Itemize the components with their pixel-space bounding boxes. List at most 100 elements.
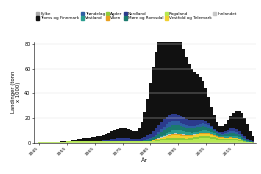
Bar <box>216 132 218 133</box>
Bar <box>243 136 246 138</box>
Bar <box>191 136 193 138</box>
Bar <box>241 141 243 143</box>
Bar <box>121 128 124 138</box>
Bar <box>127 129 130 138</box>
Bar <box>93 141 96 143</box>
Bar <box>210 106 213 126</box>
Bar <box>55 142 57 143</box>
Bar <box>213 136 216 137</box>
Bar <box>182 136 185 138</box>
Bar <box>157 141 160 143</box>
Bar <box>199 134 202 136</box>
Bar <box>221 135 224 136</box>
Bar <box>52 142 55 143</box>
Bar <box>177 121 180 125</box>
Bar <box>218 126 221 132</box>
Bar <box>238 111 241 131</box>
Bar <box>188 135 191 136</box>
Bar <box>232 113 235 128</box>
Bar <box>229 136 232 137</box>
Bar <box>149 133 152 138</box>
Bar <box>216 136 218 137</box>
Bar <box>235 129 238 132</box>
Bar <box>207 97 210 123</box>
Bar <box>166 140 168 143</box>
Bar <box>249 140 252 141</box>
Bar <box>166 128 168 133</box>
Bar <box>227 137 229 138</box>
Bar <box>204 136 207 138</box>
Bar <box>141 138 144 141</box>
Bar <box>102 140 105 141</box>
Bar <box>238 137 241 139</box>
Bar <box>168 140 171 143</box>
Bar <box>191 120 193 126</box>
Bar <box>202 81 204 120</box>
Bar <box>171 138 174 140</box>
Bar <box>166 135 168 136</box>
Bar <box>163 135 166 136</box>
Bar <box>180 138 182 140</box>
Bar <box>102 135 105 140</box>
Bar <box>127 138 130 141</box>
Bar <box>180 41 182 116</box>
Bar <box>199 133 202 134</box>
Bar <box>93 137 96 141</box>
Bar <box>199 139 202 143</box>
Bar <box>174 134 177 135</box>
Bar <box>199 127 202 131</box>
Bar <box>163 137 166 139</box>
Bar <box>163 119 166 127</box>
Bar <box>232 138 235 139</box>
Bar <box>221 137 224 138</box>
Bar <box>180 136 182 138</box>
Bar <box>213 137 216 139</box>
Bar <box>146 140 149 141</box>
Bar <box>152 140 155 141</box>
Bar <box>174 135 177 138</box>
Bar <box>193 72 196 120</box>
Bar <box>116 141 118 143</box>
Bar <box>191 140 193 143</box>
Bar <box>243 142 246 143</box>
Bar <box>216 140 218 143</box>
Bar <box>191 138 193 140</box>
Bar <box>105 141 108 143</box>
Bar <box>168 115 171 122</box>
Bar <box>193 139 196 143</box>
Bar <box>218 140 221 143</box>
Bar <box>224 136 227 138</box>
Bar <box>180 126 182 130</box>
Bar <box>74 141 77 143</box>
Bar <box>160 136 163 137</box>
Bar <box>199 124 202 127</box>
Bar <box>168 132 171 134</box>
Bar <box>232 136 235 138</box>
Bar <box>149 141 152 143</box>
Bar <box>177 140 180 143</box>
Bar <box>188 138 191 140</box>
Bar <box>246 141 249 142</box>
Bar <box>60 142 63 143</box>
Bar <box>185 125 188 128</box>
Bar <box>227 140 229 143</box>
Bar <box>166 22 168 117</box>
Bar <box>213 129 216 130</box>
Bar <box>199 120 202 124</box>
Bar <box>160 140 163 143</box>
Bar <box>88 141 91 143</box>
Bar <box>132 131 135 139</box>
Bar <box>182 117 185 124</box>
Bar <box>157 132 160 134</box>
Bar <box>155 140 157 141</box>
Bar <box>241 137 243 139</box>
Bar <box>177 130 180 133</box>
Bar <box>202 130 204 133</box>
Bar <box>193 132 196 135</box>
Bar <box>210 135 213 137</box>
Bar <box>182 49 185 117</box>
Bar <box>149 139 152 141</box>
Bar <box>224 139 227 140</box>
Bar <box>246 142 249 143</box>
Bar <box>49 142 52 143</box>
